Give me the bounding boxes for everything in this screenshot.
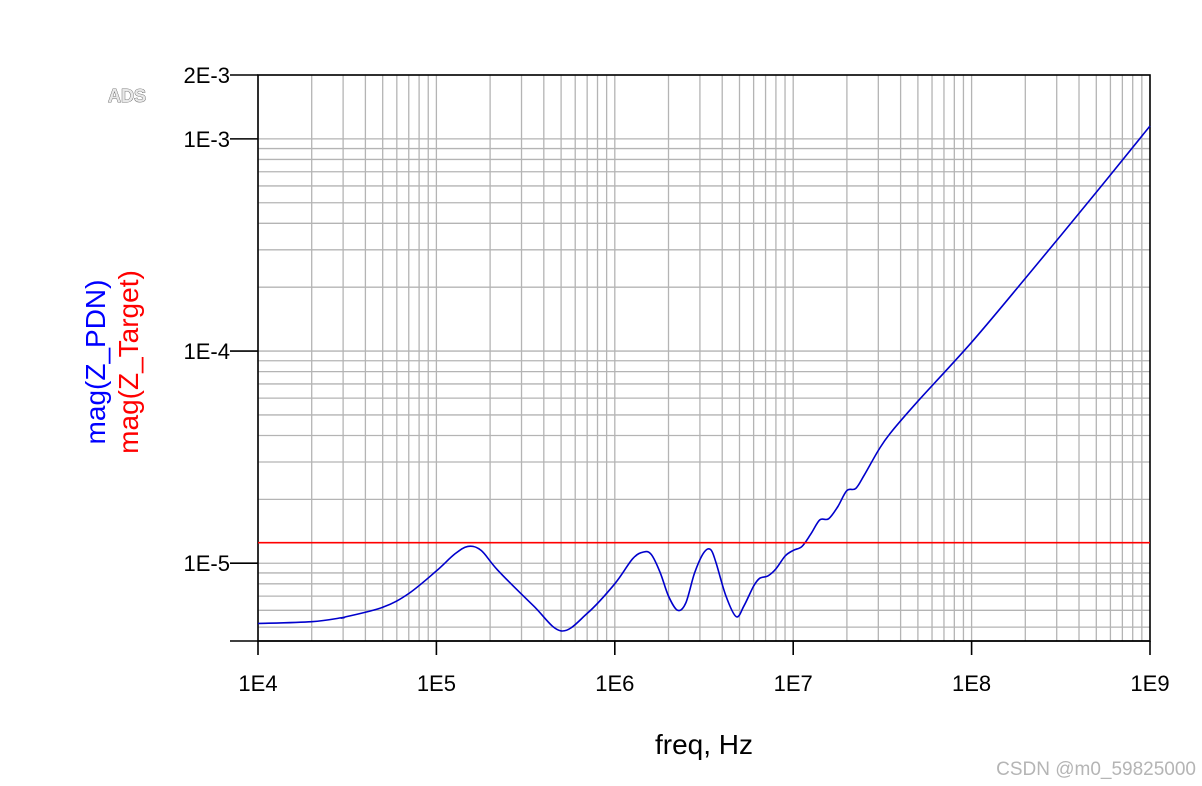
ads-badge: ADS [108, 86, 146, 106]
y-tick-label: 1E-5 [184, 551, 230, 576]
y-axis-title-target: mag(Z_Target) [113, 270, 144, 454]
y-axis-ticks: 1E-5 1E-4 1E-3 2E-3 [184, 63, 258, 576]
series-layer [257, 125, 1151, 632]
x-tick-label: 1E4 [238, 671, 277, 696]
x-axis-title: freq, Hz [655, 729, 753, 760]
y-axis-title-pdn: mag(Z_PDN) [80, 280, 111, 445]
x-tick-label: 1E5 [417, 671, 456, 696]
y-tick-label: 2E-3 [184, 63, 230, 88]
x-tick-label: 1E7 [774, 671, 813, 696]
y-tick-label: 1E-4 [184, 339, 230, 364]
x-axis-ticks: 1E4 1E5 1E6 1E7 1E8 1E9 [238, 641, 1170, 696]
y-tick-label: 1E-3 [184, 127, 230, 152]
plot-frame [230, 74, 1151, 642]
watermark: CSDN @m0_59825000 [996, 759, 1196, 780]
x-tick-label: 1E8 [952, 671, 991, 696]
grid [257, 74, 1150, 641]
x-tick-label: 1E9 [1130, 671, 1169, 696]
series-z-pdn-line [257, 125, 1151, 632]
x-tick-label: 1E6 [595, 671, 634, 696]
